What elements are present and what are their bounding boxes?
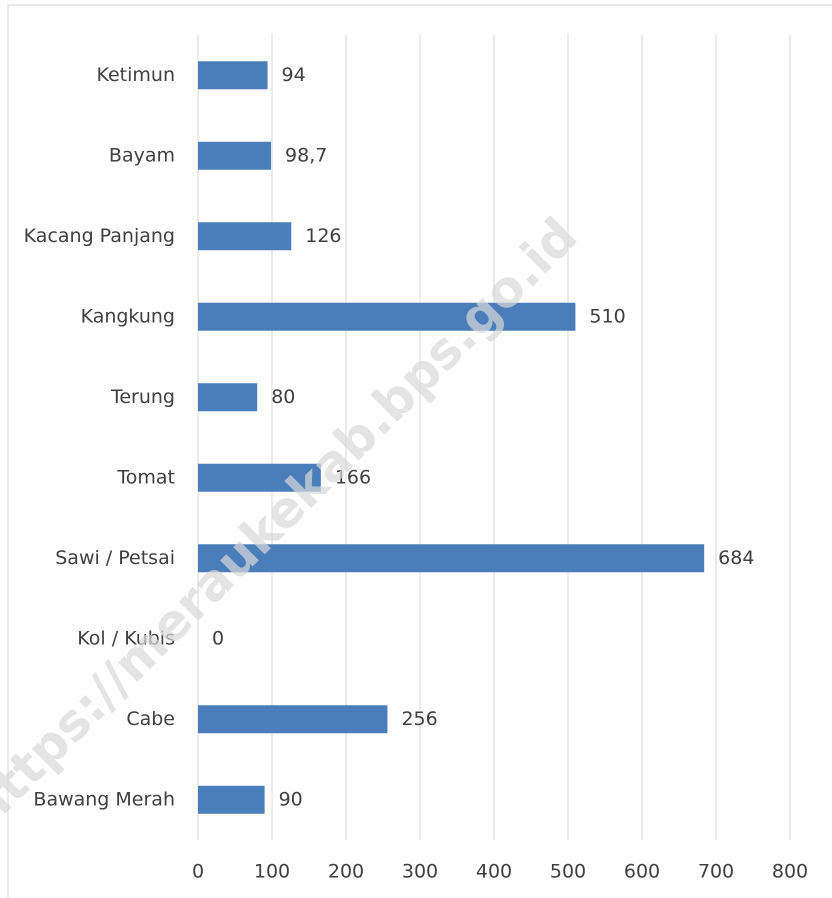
- x-tick-label: 200: [328, 861, 364, 883]
- y-tick-label: Kacang Panjang: [24, 225, 175, 247]
- x-tick-label: 600: [624, 861, 660, 883]
- y-tick-label: Terung: [110, 386, 175, 408]
- bar: [198, 705, 388, 734]
- data-label: 256: [401, 708, 437, 730]
- x-tick-label: 700: [698, 861, 734, 883]
- x-tick-label: 400: [476, 861, 512, 883]
- data-label: 90: [279, 788, 303, 810]
- y-tick-label: Bawang Merah: [33, 788, 175, 810]
- data-label: 94: [282, 64, 306, 86]
- y-tick-label: Kangkung: [81, 305, 175, 327]
- watermark: https://meraukekab.bps.go.id: [0, 207, 588, 839]
- data-label: 98,7: [285, 144, 327, 166]
- x-tick-label: 300: [402, 861, 438, 883]
- x-tick-label: 800: [772, 861, 808, 883]
- bar: [198, 463, 321, 492]
- x-tick-label: 500: [550, 861, 586, 883]
- data-label: 510: [589, 305, 625, 327]
- bar: [198, 383, 258, 412]
- x-tick-label: 100: [254, 861, 290, 883]
- y-tick-label: Sawi / Petsai: [55, 547, 175, 569]
- bar: [198, 222, 292, 251]
- data-label: 80: [271, 386, 295, 408]
- data-label: 0: [212, 627, 224, 649]
- data-label: 166: [335, 466, 371, 488]
- bar: [198, 785, 265, 814]
- data-label: 126: [305, 225, 341, 247]
- bar: [198, 141, 272, 170]
- y-tick-label: Ketimun: [96, 64, 175, 86]
- y-tick-label: Bayam: [109, 144, 175, 166]
- y-tick-label: Tomat: [116, 466, 175, 488]
- y-tick-label: Kol / Kubis: [77, 627, 175, 649]
- y-tick-label: Cabe: [126, 708, 175, 730]
- data-label: 684: [718, 547, 754, 569]
- x-tick-label: 0: [192, 861, 204, 883]
- chart-border: [7, 4, 832, 898]
- bar: [198, 302, 576, 331]
- bar: [198, 61, 268, 90]
- bar: [198, 544, 705, 573]
